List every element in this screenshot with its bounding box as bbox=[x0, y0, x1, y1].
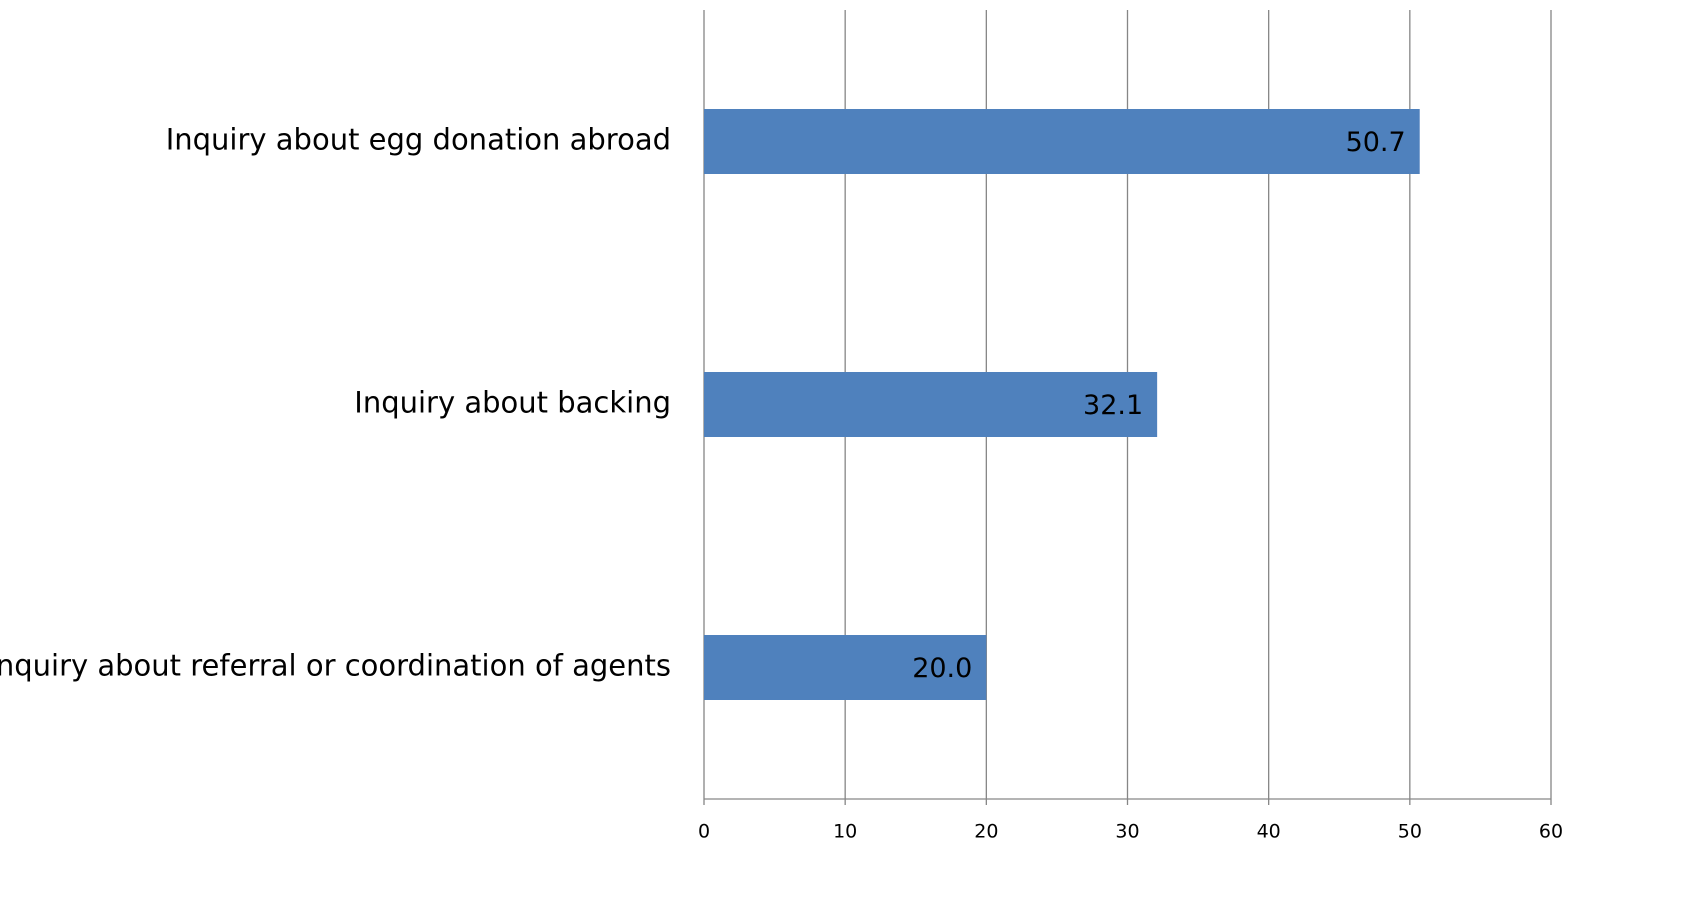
bar bbox=[704, 372, 1158, 437]
value-label: 50.7 bbox=[1346, 127, 1406, 158]
bar bbox=[704, 635, 987, 700]
category-label: Inquiry about referral or coordination o… bbox=[0, 649, 671, 683]
x-tick-label: 60 bbox=[1539, 821, 1563, 843]
value-label: 20.0 bbox=[912, 653, 972, 684]
x-tick-label: 20 bbox=[974, 821, 998, 843]
category-label: Inquiry about egg donation abroad bbox=[166, 123, 671, 157]
x-tick-label: 40 bbox=[1257, 821, 1281, 843]
bar bbox=[704, 109, 1420, 174]
category-label: Inquiry about backing bbox=[354, 386, 671, 420]
x-tick-label: 0 bbox=[698, 821, 710, 843]
x-tick-label: 30 bbox=[1115, 821, 1139, 843]
value-label: 32.1 bbox=[1083, 390, 1143, 421]
x-tick-label: 50 bbox=[1398, 821, 1422, 843]
x-tick-label: 10 bbox=[833, 821, 857, 843]
